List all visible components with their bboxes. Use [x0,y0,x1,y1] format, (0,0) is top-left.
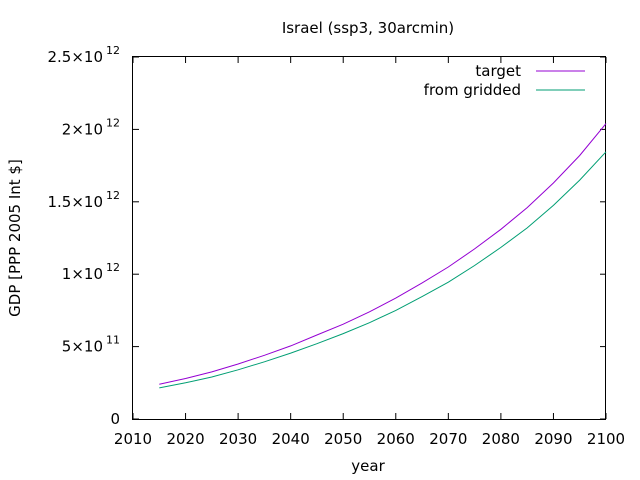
x-tick-label: 2090 [534,430,572,448]
y-tick-mantissa: 2×10 [62,120,103,138]
x-tick-label: 2080 [482,430,520,448]
x-tick-label: 2020 [166,430,204,448]
y-tick-label: 2×10 12 [62,116,120,138]
series-line-from-gridded [159,151,607,389]
x-tick-label: 2060 [377,430,415,448]
legend-label-from-gridded: from gridded [424,81,521,99]
y-tick-mantissa: 5×10 [62,338,103,356]
y-tick-exponent: 11 [106,334,120,347]
y-tick-label: 2.5×10 12 [47,44,120,66]
x-tick-label: 2100 [587,430,625,448]
y-tick-label: 1.5×10 12 [47,189,120,211]
chart-title: Israel (ssp3, 30arcmin) [282,19,454,37]
y-tick-exponent: 12 [106,261,120,274]
x-axis-title: year [351,457,385,475]
y-tick-mantissa: 1.5×10 [47,193,103,211]
series-layer [159,123,607,389]
x-tick-label: 2040 [272,430,310,448]
y-tick-label: 0 [110,410,120,428]
y-tick-label: 1×10 12 [62,261,120,283]
series-line-target [159,123,607,385]
y-tick-label: 5×10 11 [62,334,120,356]
y-tick-exponent: 12 [106,189,120,202]
x-tick-label: 2070 [429,430,467,448]
plot-frame [132,56,606,420]
x-tick-label: 2050 [324,430,362,448]
x-tick-label: 2030 [219,430,257,448]
y-tick-mantissa: 1×10 [62,265,103,283]
y-tick-mantissa: 0 [110,410,120,428]
y-tick-exponent: 12 [106,44,120,57]
legend-label-target: target [475,62,521,80]
x-tick-label: 2010 [114,430,152,448]
y-tick-mantissa: 2.5×10 [47,48,103,66]
y-tick-exponent: 12 [106,116,120,129]
axis-ticks: 2010 2020 2030 2040 2050 2060 2070 2080 2090 2100… [47,44,625,448]
y-axis-title: GDP [PPP 2005 Int $] [6,159,24,317]
